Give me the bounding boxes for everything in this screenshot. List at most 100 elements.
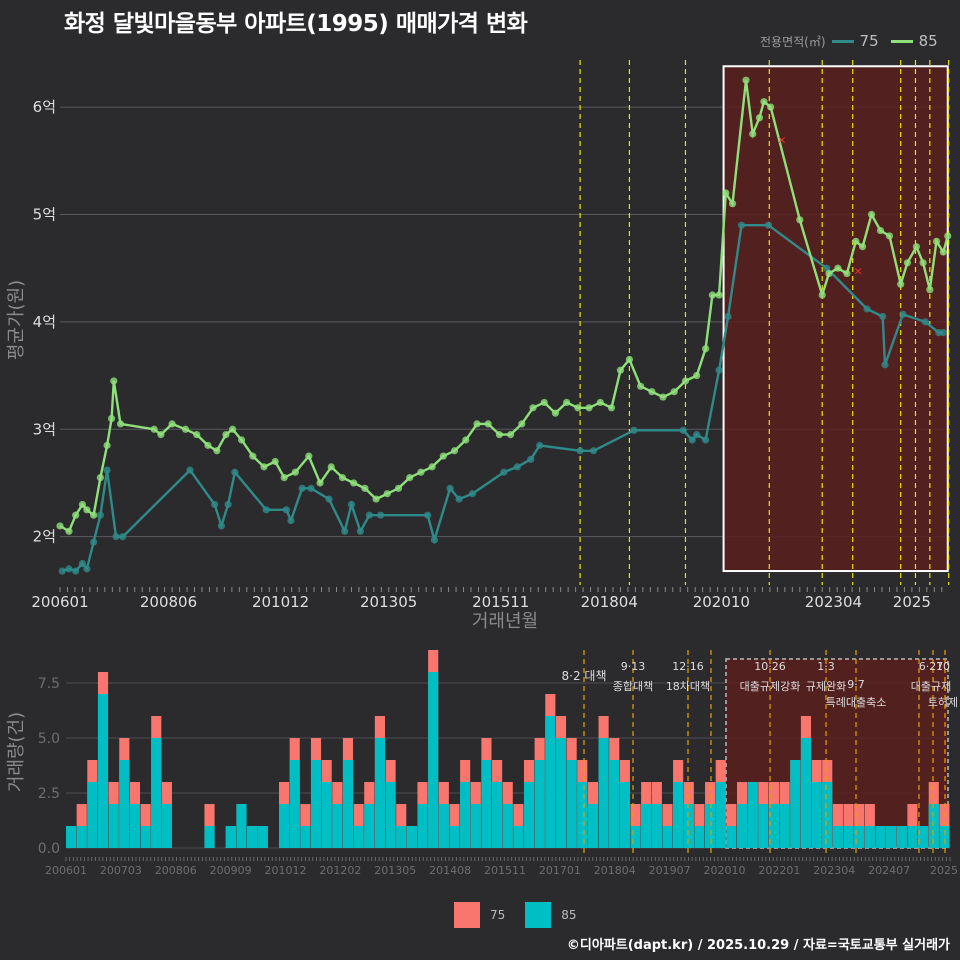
x-tick-label: 202010 bbox=[693, 593, 750, 611]
annotation-date: 1·3 bbox=[817, 660, 835, 673]
data-point-75 bbox=[78, 559, 87, 568]
y-axis-title: 평균가(원) bbox=[6, 280, 27, 360]
data-point-85 bbox=[932, 237, 941, 245]
x-tick-label: 200601 bbox=[31, 593, 88, 611]
bar-85 bbox=[225, 826, 236, 848]
data-point-85 bbox=[338, 474, 347, 482]
data-point-75 bbox=[576, 447, 584, 455]
data-point-85 bbox=[56, 522, 64, 530]
data-point-85 bbox=[529, 404, 537, 412]
outlier-marker: × bbox=[777, 133, 786, 146]
bar-x-tick-label: 202407 bbox=[868, 864, 910, 877]
highlight-box bbox=[722, 65, 949, 573]
data-point-85 bbox=[742, 76, 750, 84]
bar-85 bbox=[300, 826, 311, 848]
data-point-75 bbox=[90, 538, 98, 546]
data-point-75 bbox=[737, 221, 746, 229]
data-point-85 bbox=[903, 259, 912, 267]
credit: ©디아파트(dapt.kr) / 2025.10.29 / 자료=국토교통부 실… bbox=[566, 938, 950, 953]
data-point-85 bbox=[767, 103, 775, 111]
bar-x-tick-label: 200601 bbox=[45, 864, 87, 877]
data-point-85 bbox=[249, 452, 257, 460]
data-point-85 bbox=[327, 463, 335, 471]
bar-85 bbox=[726, 826, 737, 848]
bar-85 bbox=[587, 804, 598, 848]
bar-85 bbox=[566, 760, 577, 848]
data-point-75 bbox=[307, 484, 315, 492]
x-tick-label: 201804 bbox=[581, 593, 638, 611]
bar-x-tick-label: 202201 bbox=[758, 864, 800, 877]
data-point-85 bbox=[116, 420, 125, 428]
x-tick-label: 201305 bbox=[360, 593, 417, 611]
bar-y-tick-label: 0.0 bbox=[38, 841, 60, 857]
bar-85 bbox=[875, 826, 886, 848]
data-point-85 bbox=[484, 420, 492, 428]
bar-85 bbox=[492, 782, 503, 848]
data-point-75 bbox=[96, 511, 104, 519]
bar-85 bbox=[140, 826, 151, 848]
bar-y-tick-label: 7.5 bbox=[38, 676, 60, 692]
data-point-85 bbox=[702, 345, 710, 353]
data-point-85 bbox=[818, 291, 826, 299]
bar-85 bbox=[811, 782, 822, 848]
data-point-85 bbox=[596, 398, 604, 407]
x-tick-label: 201511 bbox=[472, 593, 529, 611]
data-point-85 bbox=[944, 232, 952, 240]
bar-x-tick-label: 201907 bbox=[649, 864, 691, 877]
annotation-date: 10 bbox=[936, 660, 950, 673]
bar-85 bbox=[396, 826, 407, 848]
data-point-85 bbox=[372, 495, 380, 503]
legend-bottom-label-75: 75 bbox=[490, 908, 506, 922]
data-point-85 bbox=[83, 506, 91, 514]
bar-85 bbox=[790, 760, 801, 848]
bar-85 bbox=[481, 760, 492, 848]
bar-x-tick-label: 202010 bbox=[704, 864, 746, 877]
data-point-85 bbox=[65, 527, 73, 535]
bar-85 bbox=[683, 804, 694, 848]
data-point-85 bbox=[637, 382, 645, 390]
data-point-75 bbox=[211, 500, 219, 509]
bar-85 bbox=[385, 782, 396, 848]
bar-85 bbox=[577, 782, 588, 848]
data-point-85 bbox=[439, 452, 447, 460]
x-tick-label: 2025 bbox=[893, 593, 931, 611]
data-point-85 bbox=[867, 210, 876, 219]
data-point-85 bbox=[607, 404, 616, 412]
data-point-85 bbox=[825, 269, 833, 278]
bar-85 bbox=[619, 782, 630, 848]
bar-x-tick-label: 202304 bbox=[813, 864, 855, 877]
data-point-75 bbox=[376, 511, 385, 519]
y-tick-label: 4억 bbox=[33, 313, 56, 331]
bar-x-tick-label: 201511 bbox=[484, 864, 526, 877]
annotation-label: 특례대출축소 bbox=[826, 696, 887, 709]
bar-85 bbox=[779, 804, 790, 848]
data-point-75 bbox=[83, 565, 91, 573]
data-point-85 bbox=[852, 237, 860, 245]
bar-85 bbox=[406, 826, 417, 848]
data-point-85 bbox=[708, 291, 716, 299]
data-point-75 bbox=[468, 490, 477, 498]
bar-85 bbox=[928, 804, 939, 848]
data-point-75 bbox=[224, 500, 232, 509]
bar-85 bbox=[310, 760, 322, 848]
legend-box-85 bbox=[525, 902, 552, 928]
bar-85 bbox=[364, 804, 375, 848]
data-point-85 bbox=[755, 114, 764, 122]
data-point-85 bbox=[260, 463, 268, 471]
data-point-75 bbox=[186, 466, 194, 474]
data-point-85 bbox=[237, 436, 246, 444]
annotation-date: 10·26 bbox=[754, 660, 786, 673]
y-tick-label: 3억 bbox=[33, 420, 56, 438]
data-point-75 bbox=[262, 506, 270, 514]
data-point-85 bbox=[715, 291, 723, 299]
data-point-75 bbox=[536, 441, 544, 449]
data-point-75 bbox=[939, 329, 947, 337]
bar-85 bbox=[247, 826, 258, 848]
bar-85 bbox=[279, 804, 290, 848]
bar-y-axis-title: 거래량(건) bbox=[6, 712, 27, 792]
bar-85 bbox=[151, 738, 162, 848]
data-point-85 bbox=[107, 414, 116, 423]
data-point-75 bbox=[455, 495, 463, 503]
bar-85 bbox=[832, 826, 843, 848]
